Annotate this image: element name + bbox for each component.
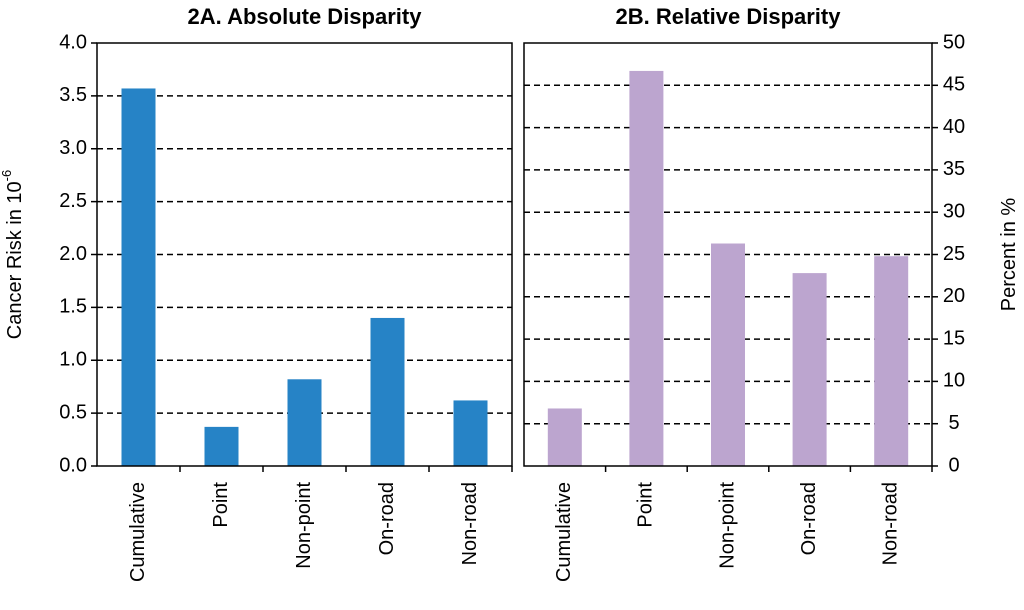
bar xyxy=(629,70,664,466)
plot-frame xyxy=(523,42,933,467)
y-tick-label: 15 xyxy=(943,327,965,349)
y-tick-label: 2.5 xyxy=(59,190,87,212)
y-tick-label: 1.0 xyxy=(59,349,87,371)
y-tick-label: 3.5 xyxy=(59,84,87,106)
y-tick-label: 35 xyxy=(943,158,965,180)
y-tick-label: 3.0 xyxy=(59,137,87,159)
y-axis-label-exponent: -6 xyxy=(0,170,14,182)
bar xyxy=(453,400,488,466)
plot-frame xyxy=(96,42,513,467)
y-tick-label: 20 xyxy=(943,285,965,307)
y-tick-label: 50 xyxy=(943,31,965,53)
y-tick-label: 4.0 xyxy=(59,31,87,53)
bar xyxy=(792,273,827,466)
bar xyxy=(547,408,582,466)
y-tick-label: 1.5 xyxy=(59,296,87,318)
x-tick-label: On-road xyxy=(376,482,398,555)
bar xyxy=(874,256,909,466)
x-tick-label: Point xyxy=(635,482,657,528)
y-axis-label-text: Cancer Risk in 10 xyxy=(4,181,26,339)
x-tick-label: Cumulative xyxy=(127,482,149,582)
bar xyxy=(370,317,405,466)
y-tick-label: 30 xyxy=(943,200,965,222)
x-tick-label: Point xyxy=(210,482,232,528)
x-tick-label: Non-road xyxy=(879,482,901,565)
chart-title: 2A. Absolute Disparity xyxy=(188,4,423,29)
chart-title: 2B. Relative Disparity xyxy=(616,4,842,29)
y-tick-label: 40 xyxy=(943,116,965,138)
x-tick-label: Non-point xyxy=(293,482,315,569)
bar xyxy=(711,243,745,466)
y-tick-label: 0 xyxy=(948,454,959,476)
y-tick-label: 25 xyxy=(943,243,965,265)
y-tick-label: 5 xyxy=(948,412,959,434)
bar xyxy=(287,379,322,466)
y-tick-label: 2.0 xyxy=(59,243,87,265)
bar xyxy=(121,88,156,466)
y-tick-label: 0.5 xyxy=(59,401,87,423)
x-tick-label: On-road xyxy=(798,482,820,555)
x-tick-label: Non-point xyxy=(716,482,738,569)
y-axis-label-text: Percent in % xyxy=(998,198,1020,312)
y-axis-label: Cancer Risk in 10-6 xyxy=(0,170,26,339)
y-axis-label: Percent in % xyxy=(998,198,1020,312)
y-tick-label: 45 xyxy=(943,74,965,96)
y-tick-label: 0.0 xyxy=(59,454,87,476)
x-tick-label: Non-road xyxy=(459,482,481,565)
x-tick-label: Cumulative xyxy=(553,482,575,582)
bar xyxy=(204,426,239,466)
y-tick-label: 10 xyxy=(943,370,965,392)
